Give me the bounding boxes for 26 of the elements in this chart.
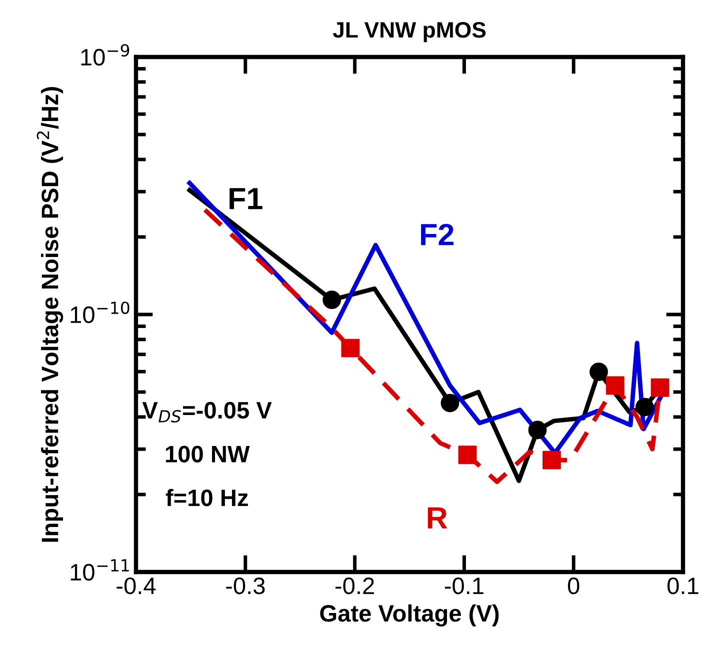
x-tick-label: -0.1 — [444, 577, 484, 594]
point — [341, 338, 360, 358]
x-tick-label: -0.3 — [226, 577, 265, 594]
series-label: F2 — [421, 224, 454, 246]
point — [606, 376, 624, 395]
series-label: R — [428, 507, 448, 528]
y-axis-title: Input-referred Voltage Noise PSD (V$^{2}$/Hz) — [36, 87, 64, 542]
annotation: f=10 Hz — [166, 488, 248, 506]
series-label: F1 — [230, 188, 262, 210]
point — [322, 290, 342, 310]
x-axis-title: Gate Voltage (V) — [320, 604, 499, 627]
point — [636, 398, 654, 416]
x-tick-label: -0.2 — [336, 577, 374, 594]
x-tick-label: 0 — [568, 577, 580, 594]
point — [590, 362, 608, 382]
chart-title: JL VNW pMOS — [332, 22, 486, 42]
annotation: V$_{DS}$=-0.05 V — [142, 402, 272, 423]
y-tick-label: 10$^{−10}$ — [70, 302, 130, 324]
x-tick-label: 0.1 — [668, 577, 698, 594]
point — [542, 450, 561, 470]
annotation: 100 NW — [166, 446, 250, 462]
y-tick-label: 10$^{−9}$ — [81, 44, 130, 66]
point — [528, 420, 547, 440]
point — [458, 446, 477, 464]
point — [440, 394, 460, 412]
point — [650, 378, 670, 397]
